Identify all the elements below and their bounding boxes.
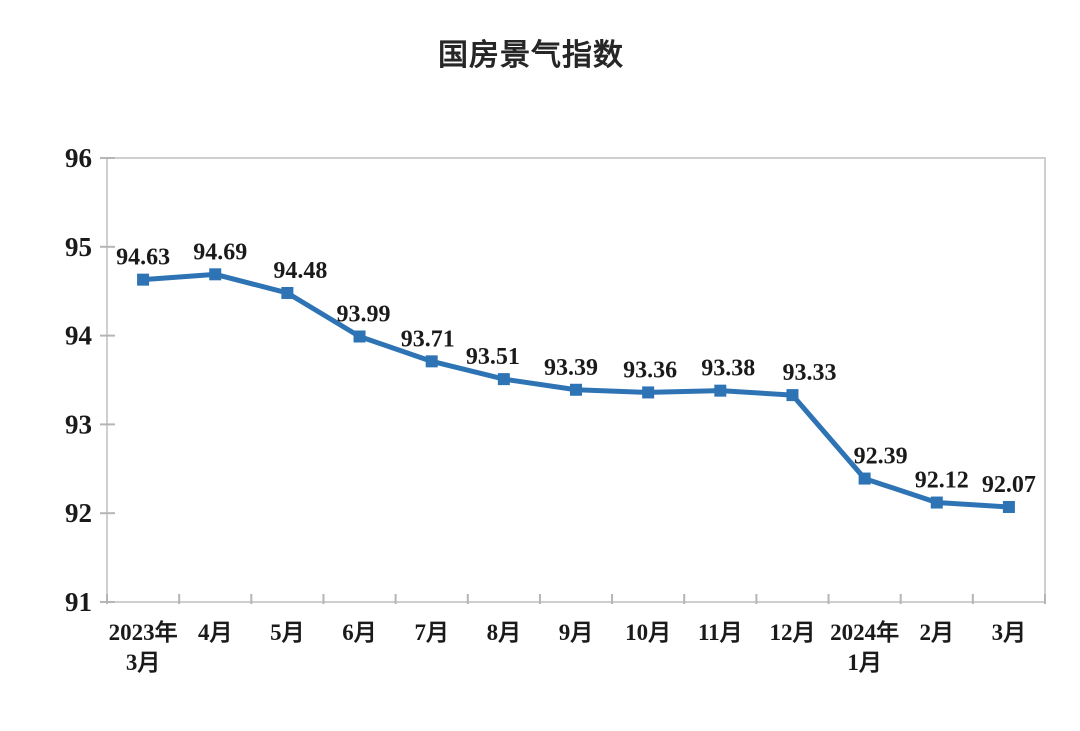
x-axis-label: 2023年 (109, 619, 178, 645)
data-point-label: 94.63 (116, 245, 170, 271)
data-point-label: 93.71 (401, 326, 455, 352)
x-axis-label-line2: 1月 (847, 650, 882, 675)
x-axis-label: 5月 (270, 620, 305, 645)
data-point-marker (642, 386, 655, 399)
data-point-label: 93.33 (782, 360, 836, 386)
data-point-label: 93.38 (701, 356, 755, 382)
x-axis-label: 8月 (487, 620, 522, 645)
data-point-marker (1002, 500, 1015, 513)
x-axis-label: 3月 (992, 620, 1027, 645)
x-axis-label: 4月 (198, 620, 233, 645)
data-point-label: 92.07 (982, 472, 1036, 498)
x-axis-label: 10月 (625, 620, 671, 645)
data-point-label: 93.99 (337, 301, 391, 327)
data-point-label: 93.39 (544, 355, 598, 381)
data-point-marker (353, 330, 366, 343)
x-axis-label: 12月 (769, 620, 815, 645)
x-axis-label: 9月 (559, 620, 594, 645)
data-point-label: 93.51 (466, 344, 520, 370)
data-point-marker (209, 268, 222, 281)
y-axis-tick-label: 91 (65, 587, 92, 617)
data-point-marker (858, 472, 871, 485)
data-point-label: 94.48 (273, 258, 327, 284)
y-axis-tick-label: 92 (65, 498, 92, 528)
x-axis-label: 6月 (342, 620, 377, 645)
x-axis-label: 7月 (414, 620, 449, 645)
y-axis-tick-label: 95 (65, 232, 92, 262)
plot-border (106, 157, 1046, 603)
x-axis-label: 11月 (698, 620, 743, 645)
chart-title: 国房景气指数 (438, 39, 624, 72)
data-point-marker (570, 383, 582, 396)
data-point-marker (714, 384, 727, 397)
data-point-marker (930, 496, 943, 509)
data-point-label: 92.39 (854, 444, 908, 470)
y-axis-tick-label: 93 (65, 409, 92, 439)
y-axis-tick-label: 94 (65, 321, 92, 351)
data-point-marker (497, 373, 510, 386)
data-point-marker (281, 286, 294, 299)
data-point-marker (425, 355, 438, 368)
data-point-label: 92.12 (915, 468, 969, 494)
data-point-label: 93.36 (623, 357, 677, 383)
x-axis-label-line2: 3月 (126, 650, 161, 675)
x-axis-label: 2月 (920, 620, 955, 645)
data-point-marker (786, 389, 799, 402)
y-axis-tick-label: 96 (65, 143, 92, 173)
x-axis-label: 2024年 (830, 619, 899, 645)
data-point-label: 94.69 (193, 239, 247, 265)
data-point-marker (137, 273, 150, 286)
